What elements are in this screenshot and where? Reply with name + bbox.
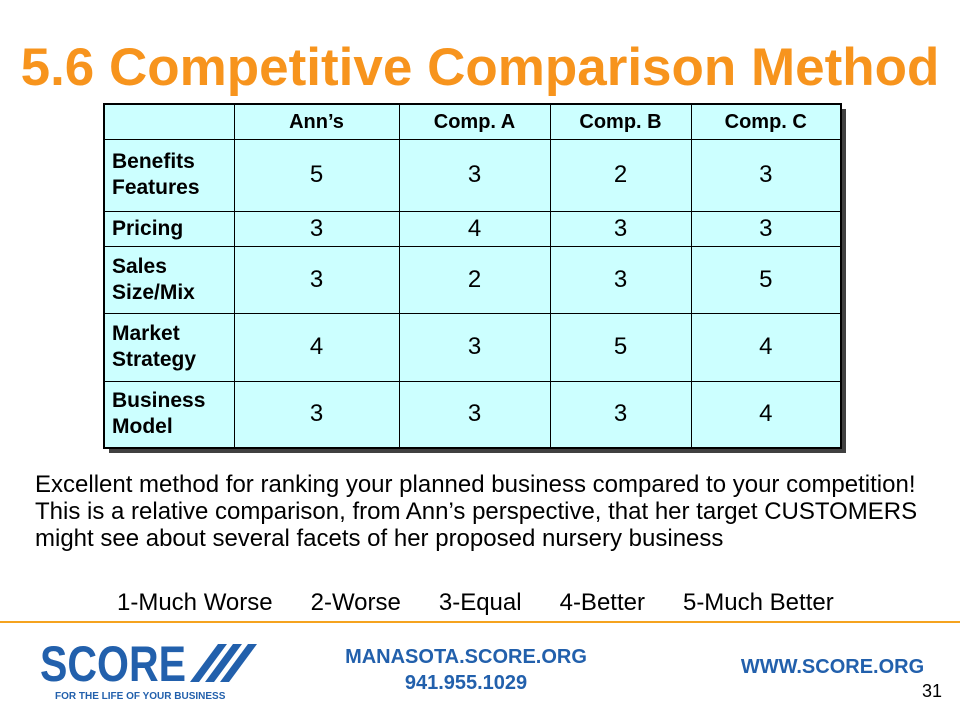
table-row-business-model: Business Model 3 3 3 4 <box>103 380 842 449</box>
description-text: Excellent method for ranking your planne… <box>35 471 918 552</box>
score-cell-comp-c: 3 <box>690 210 842 247</box>
chapter-website: MANASOTA.SCORE.ORG <box>345 646 587 668</box>
score-cell-comp-a: 4 <box>398 210 551 247</box>
table-row-sales-size-mix: Sales Size/Mix 3 2 3 5 <box>103 245 842 314</box>
table-row-benefits-features: Benefits Features 5 3 2 3 <box>103 138 842 212</box>
score-cell-anns: 5 <box>233 138 400 212</box>
row-label: Sales Size/Mix <box>103 245 235 314</box>
score-cell-anns: 3 <box>233 210 400 247</box>
score-cell-comp-b: 3 <box>549 380 692 449</box>
score-cell-comp-a: 3 <box>398 380 551 449</box>
rating-scale: 1-Much Worse 2-Worse 3-Equal 4-Better 5-… <box>117 589 834 616</box>
column-header-comp-c: Comp. C <box>690 103 842 140</box>
score-cell-comp-b: 3 <box>549 210 692 247</box>
logo-slash <box>205 644 242 682</box>
score-cell-comp-c: 5 <box>690 245 842 314</box>
column-header-anns: Ann’s <box>233 103 400 140</box>
logo-slash <box>220 644 257 682</box>
table-row-market-strategy: Market Strategy 4 3 5 4 <box>103 312 842 382</box>
table-header-row: Ann’s Comp. A Comp. B Comp. C <box>103 103 842 140</box>
score-cell-comp-a: 2 <box>398 245 551 314</box>
score-cell-comp-b: 2 <box>549 138 692 212</box>
score-cell-comp-c: 4 <box>690 312 842 382</box>
table-corner-cell <box>103 103 235 140</box>
column-header-comp-a: Comp. A <box>398 103 551 140</box>
row-label: Business Model <box>103 380 235 449</box>
score-cell-comp-b: 5 <box>549 312 692 382</box>
score-slashes-icon <box>190 644 257 682</box>
row-label: Pricing <box>103 210 235 247</box>
score-cell-comp-b: 3 <box>549 245 692 314</box>
comparison-grid: Ann’s Comp. A Comp. B Comp. C Benefits F… <box>103 103 842 449</box>
rating-scale-item: 1-Much Worse <box>117 589 273 616</box>
table-row-pricing: Pricing 3 4 3 3 <box>103 210 842 247</box>
comparison-table: Ann’s Comp. A Comp. B Comp. C Benefits F… <box>103 103 842 449</box>
national-website: WWW.SCORE.ORG <box>740 656 925 678</box>
score-cell-comp-c: 4 <box>690 380 842 449</box>
score-logo: SCORE <box>40 636 257 692</box>
score-cell-anns: 4 <box>233 312 400 382</box>
score-tagline: FOR THE LIFE OF YOUR BUSINESS <box>55 691 226 702</box>
score-cell-anns: 3 <box>233 380 400 449</box>
logo-slash <box>190 644 227 682</box>
column-header-comp-b: Comp. B <box>549 103 692 140</box>
rating-scale-item: 3-Equal <box>438 589 522 616</box>
score-cell-comp-c: 3 <box>690 138 842 212</box>
row-label: Benefits Features <box>103 138 235 212</box>
rating-scale-item: 5-Much Better <box>682 589 834 616</box>
slide-number: 31 <box>921 681 942 701</box>
footer-divider <box>0 621 960 623</box>
score-logo-wordmark: SCORE <box>40 636 186 692</box>
row-label: Market Strategy <box>103 312 235 382</box>
rating-scale-item: 4-Better <box>559 589 645 616</box>
score-cell-comp-a: 3 <box>398 138 551 212</box>
slide-title: 5.6 Competitive Comparison Method <box>20 38 940 97</box>
chapter-phone: 941.955.1029 <box>404 672 528 694</box>
score-cell-anns: 3 <box>233 245 400 314</box>
rating-scale-item: 2-Worse <box>310 589 401 616</box>
score-cell-comp-a: 3 <box>398 312 551 382</box>
